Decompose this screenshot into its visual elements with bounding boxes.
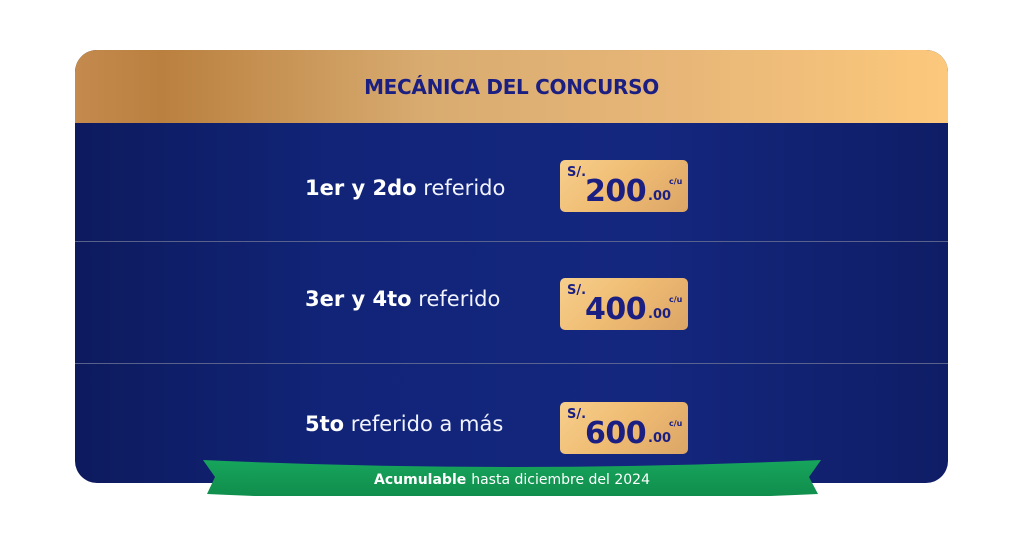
row-label-light: referido a más [350,412,504,436]
price-cents: .00 [648,307,672,322]
price-unit: c/u [669,177,683,186]
row-label-light: referido [423,176,506,200]
price-amount: 400 [585,292,647,327]
price-amount: 600 [585,416,647,451]
price-unit: c/u [669,295,683,304]
contest-card: MECÁNICA DEL CONCURSO 1er y 2do referido… [75,50,948,483]
row-label-1: 1er y 2do referido [305,176,505,200]
row-divider [75,241,948,242]
row-label-bold: 1er y 2do [305,176,417,200]
currency-symbol: S/. [567,283,587,298]
row-label-bold: 5to [305,412,345,436]
accumulable-ribbon: Acumulable hasta diciembre del 2024 [203,458,821,496]
price-cents: .00 [648,189,672,204]
ribbon-text: Acumulable hasta diciembre del 2024 [203,458,821,496]
price-tag-3: S/. 600 .00 c/u [560,402,688,454]
row-label-2: 3er y 4to referido [305,287,500,311]
currency-symbol: S/. [567,407,587,422]
header-title: MECÁNICA DEL CONCURSO [364,74,659,99]
ribbon-light: hasta diciembre del 2024 [471,472,650,488]
card-header: MECÁNICA DEL CONCURSO [75,50,948,123]
ribbon-bold: Acumulable [374,472,467,488]
price-cents: .00 [648,431,672,446]
ribbon-shape [203,460,821,496]
price-amount: 200 [585,174,647,209]
row-label-bold: 3er y 4to [305,287,412,311]
price-tag-2: S/. 400 .00 c/u [560,278,688,330]
currency-symbol: S/. [567,165,587,180]
price-unit: c/u [669,419,683,428]
row-label-light: referido [418,287,501,311]
row-label-3: 5to referido a más [305,412,503,436]
price-tag-1: S/. 200 .00 c/u [560,160,688,212]
row-divider [75,363,948,364]
